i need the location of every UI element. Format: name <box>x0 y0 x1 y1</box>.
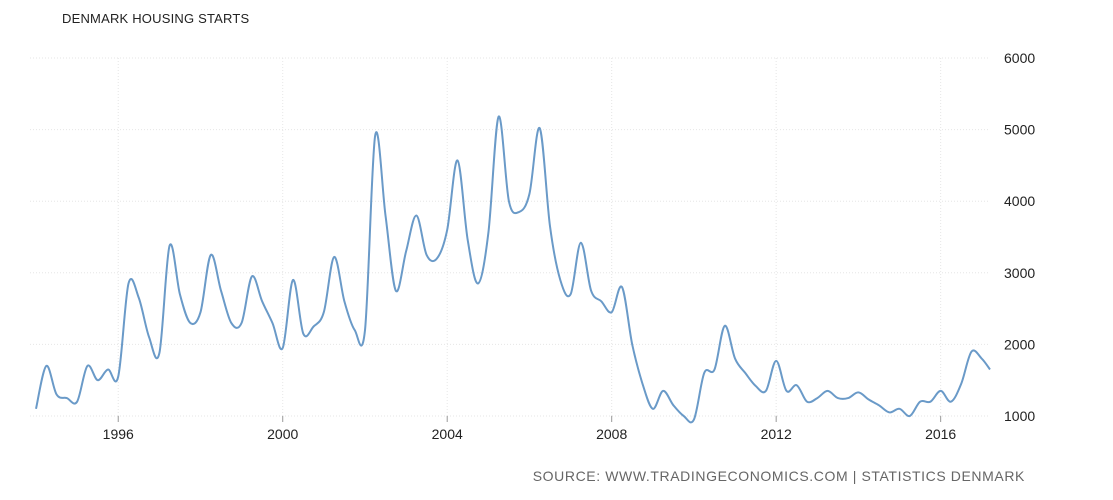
grid-lines <box>30 57 990 417</box>
y-tick-label: 3000 <box>1004 265 1035 281</box>
y-tick-label: 1000 <box>1004 408 1035 424</box>
x-tick-label: 2012 <box>761 426 792 442</box>
axis-ticks: 1000 2000 3000 4000 5000 6000 1996 2000 2004 2008… <box>103 50 1036 442</box>
x-tick-label: 2016 <box>925 426 956 442</box>
x-tick-label: 2004 <box>432 426 463 442</box>
x-tick-label: 2000 <box>267 426 298 442</box>
x-tick-label: 2008 <box>596 426 627 442</box>
x-tick-label: 1996 <box>103 426 134 442</box>
y-tick-label: 2000 <box>1004 336 1035 352</box>
chart-title: DENMARK HOUSING STARTS <box>62 11 250 26</box>
source-credit: SOURCE: WWW.TRADINGECONOMICS.COM | STATI… <box>532 468 1025 484</box>
y-tick-label: 5000 <box>1004 122 1035 138</box>
y-tick-label: 4000 <box>1004 193 1035 209</box>
series-line-housing-starts <box>35 115 991 424</box>
y-tick-label: 6000 <box>1004 50 1035 66</box>
